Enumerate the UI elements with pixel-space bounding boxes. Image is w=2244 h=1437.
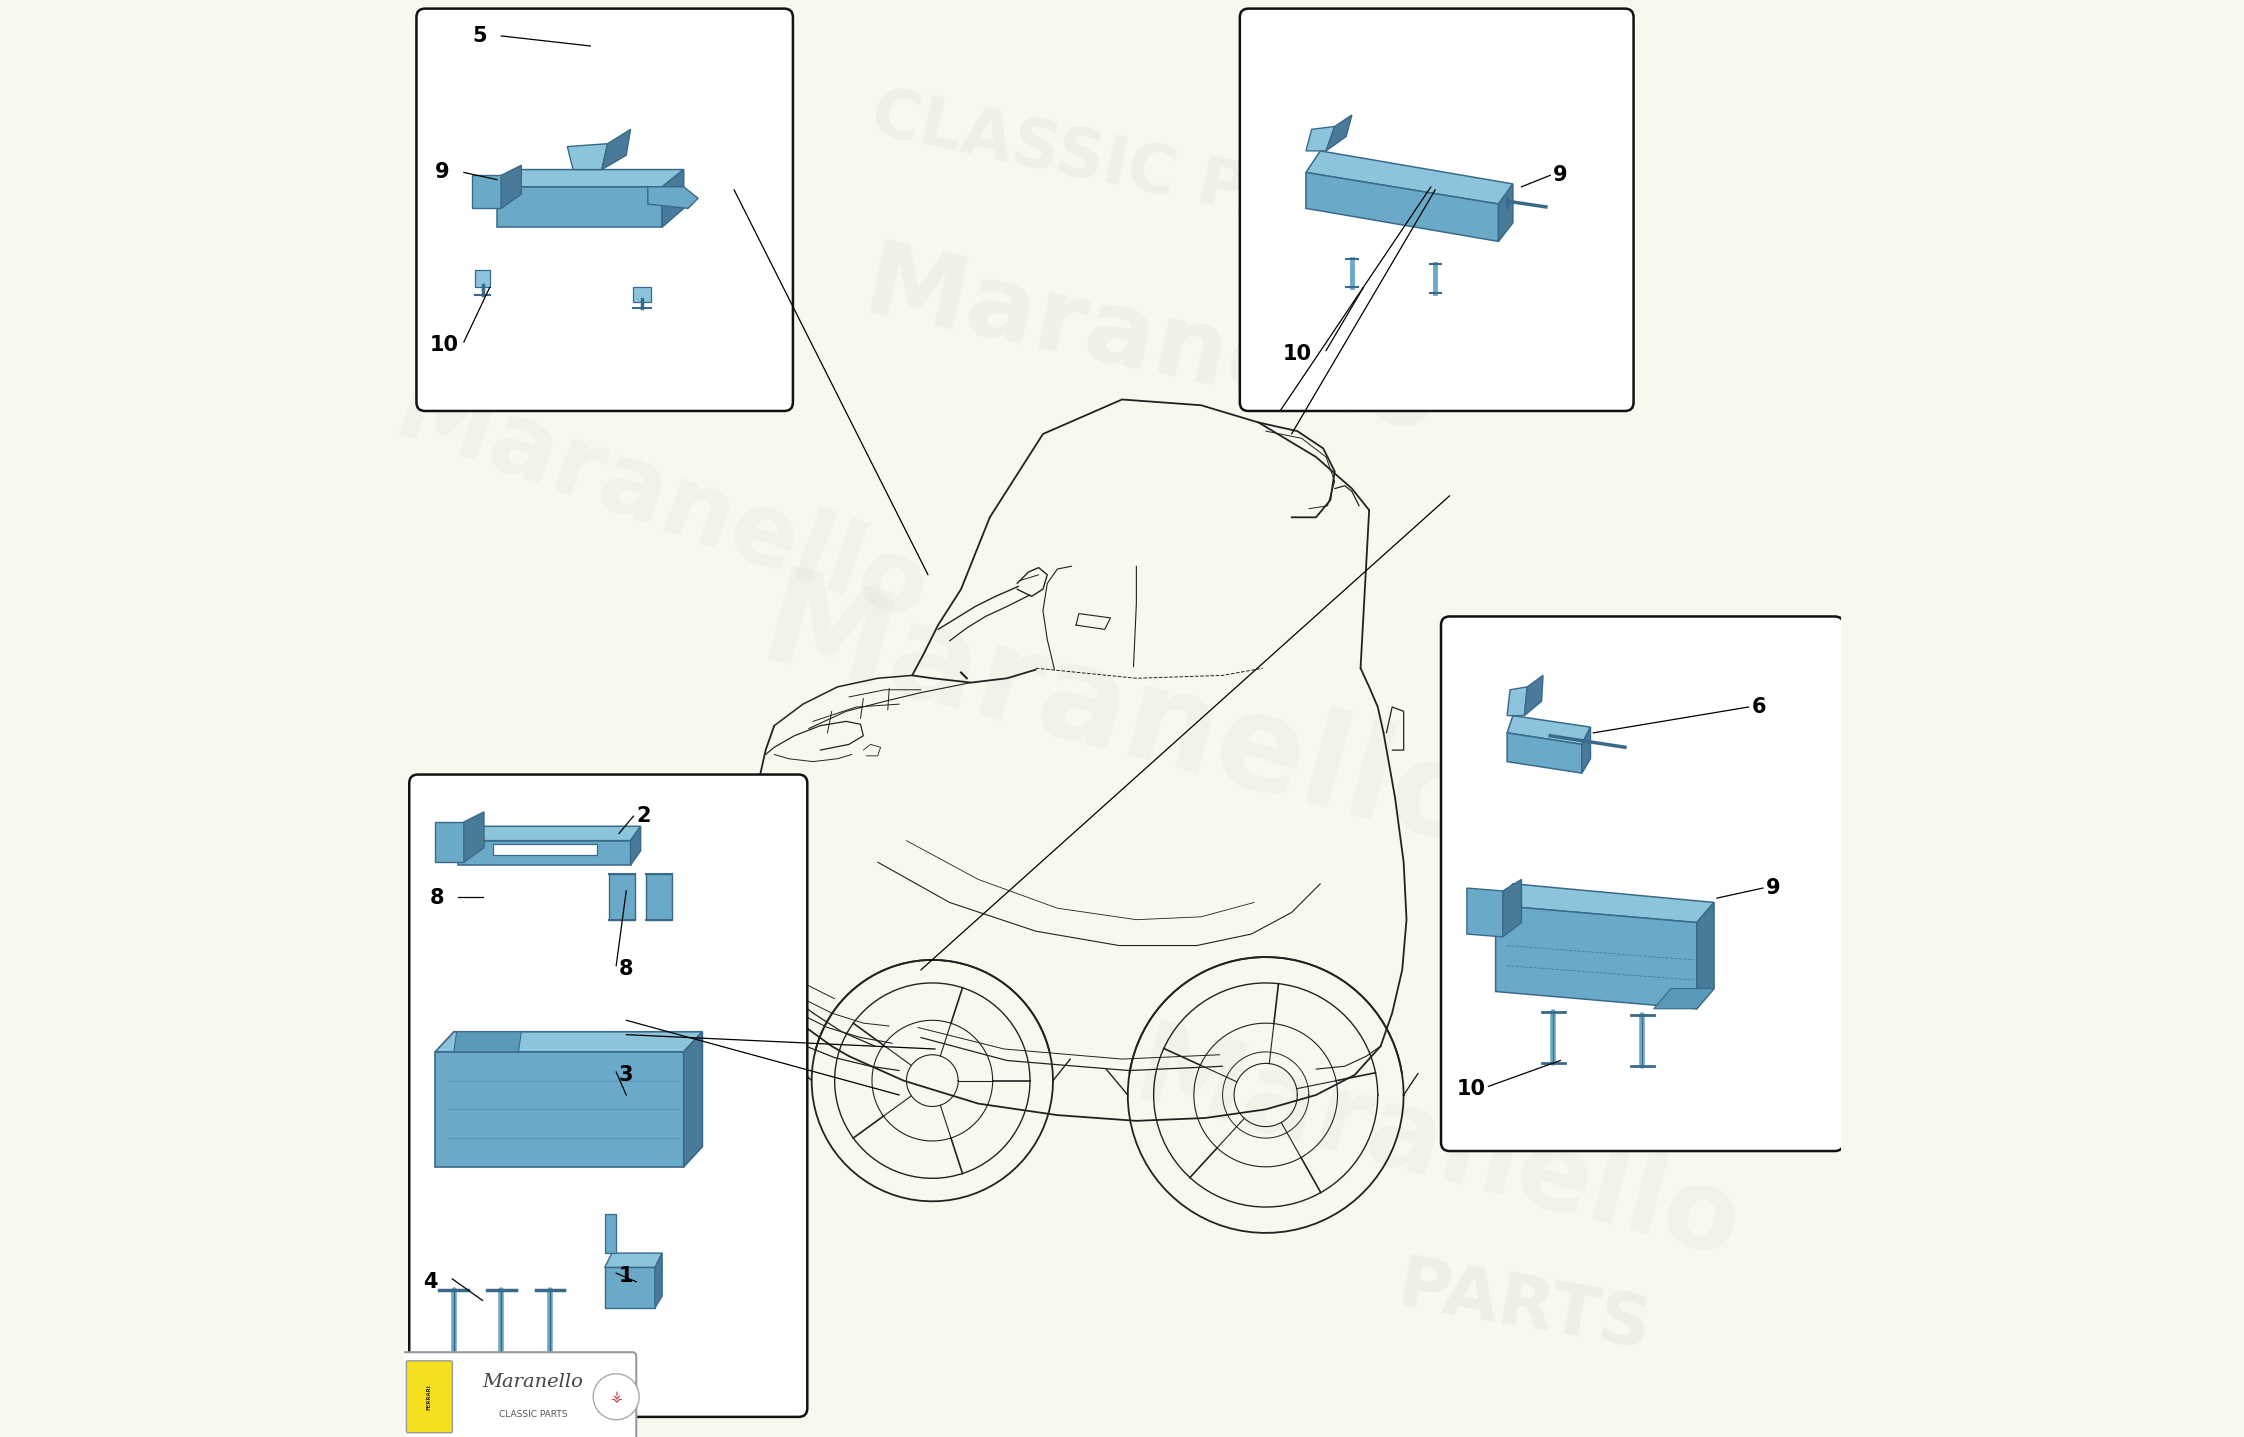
Polygon shape	[473, 175, 500, 208]
Polygon shape	[435, 822, 465, 862]
Polygon shape	[633, 287, 651, 302]
Polygon shape	[649, 187, 698, 208]
Polygon shape	[453, 1032, 521, 1052]
Polygon shape	[631, 826, 640, 865]
Text: ⚶: ⚶	[610, 1390, 622, 1404]
Text: 8: 8	[619, 958, 633, 979]
Polygon shape	[496, 187, 662, 227]
Text: Maranello: Maranello	[749, 562, 1495, 875]
Text: 3: 3	[619, 1065, 633, 1085]
Text: 10: 10	[1456, 1079, 1486, 1099]
Text: 5: 5	[473, 26, 487, 46]
Polygon shape	[568, 144, 608, 170]
Polygon shape	[1495, 884, 1714, 923]
Polygon shape	[1654, 989, 1714, 1009]
Text: 9: 9	[1766, 878, 1779, 898]
Polygon shape	[458, 841, 631, 865]
Polygon shape	[655, 1253, 662, 1308]
Polygon shape	[1503, 879, 1521, 937]
Text: Maranello: Maranello	[381, 362, 942, 644]
Polygon shape	[1524, 675, 1544, 716]
Text: 9: 9	[435, 162, 449, 182]
Polygon shape	[1468, 888, 1503, 937]
Polygon shape	[1306, 172, 1499, 241]
Text: 2: 2	[637, 806, 651, 826]
Polygon shape	[601, 129, 631, 170]
Text: 4: 4	[424, 1272, 438, 1292]
Polygon shape	[684, 1032, 702, 1167]
Polygon shape	[1306, 126, 1335, 151]
FancyBboxPatch shape	[408, 775, 808, 1417]
Polygon shape	[476, 270, 489, 287]
Text: 10: 10	[1284, 343, 1313, 364]
Circle shape	[592, 1374, 640, 1420]
FancyBboxPatch shape	[1441, 616, 1842, 1151]
Text: CLASSIC PARTS: CLASSIC PARTS	[498, 1410, 568, 1418]
Text: FERRARI: FERRARI	[426, 1384, 431, 1410]
Polygon shape	[496, 170, 684, 187]
Polygon shape	[1326, 115, 1351, 151]
Polygon shape	[604, 1214, 617, 1253]
Polygon shape	[1495, 905, 1696, 1009]
Polygon shape	[604, 1253, 662, 1267]
Polygon shape	[458, 826, 640, 841]
Text: 8: 8	[429, 888, 444, 908]
Polygon shape	[608, 874, 635, 920]
Polygon shape	[1696, 902, 1714, 1009]
Text: Maranello: Maranello	[855, 234, 1447, 456]
Text: 9: 9	[1553, 165, 1569, 185]
Polygon shape	[1508, 687, 1528, 716]
Polygon shape	[435, 1032, 702, 1052]
Polygon shape	[1508, 716, 1591, 744]
Polygon shape	[662, 170, 684, 227]
Polygon shape	[646, 874, 673, 920]
Text: PARTS: PARTS	[1391, 1252, 1656, 1364]
FancyBboxPatch shape	[406, 1361, 453, 1433]
Polygon shape	[465, 812, 485, 862]
Text: Maranello: Maranello	[1124, 1017, 1753, 1282]
Polygon shape	[500, 165, 521, 208]
Polygon shape	[1582, 727, 1591, 773]
FancyBboxPatch shape	[402, 1352, 637, 1437]
Polygon shape	[435, 1052, 684, 1167]
Text: 10: 10	[429, 335, 458, 355]
Polygon shape	[604, 1267, 655, 1308]
FancyBboxPatch shape	[1241, 9, 1634, 411]
Polygon shape	[1499, 184, 1512, 241]
Polygon shape	[494, 844, 597, 855]
Text: 1: 1	[619, 1266, 633, 1286]
FancyBboxPatch shape	[417, 9, 792, 411]
Polygon shape	[1508, 733, 1582, 773]
Text: 6: 6	[1750, 697, 1766, 717]
Text: CLASSIC PARTS: CLASSIC PARTS	[866, 80, 1436, 264]
Polygon shape	[1306, 151, 1512, 204]
Text: Maranello: Maranello	[482, 1374, 583, 1391]
